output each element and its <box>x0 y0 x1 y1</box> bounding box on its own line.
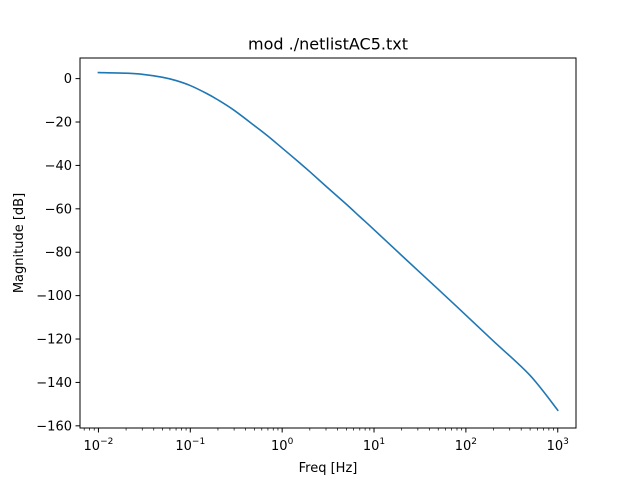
x-tick-label-base: 10 <box>455 439 472 454</box>
x-tick-label-exponent: 3 <box>563 437 569 447</box>
y-axis-ticks: 0 −20 −40 −60 −80 −100 −120 −140 −160 <box>36 72 80 434</box>
x-tick-label: 102 <box>455 437 477 454</box>
x-tick-label: 100 <box>271 437 294 454</box>
chart-title: mod ./netlistAC5.txt <box>248 35 408 54</box>
x-tick-label-base: 10 <box>84 439 101 454</box>
x-tick-label-exponent: 2 <box>471 437 477 447</box>
y-tick-label: 0 <box>64 72 72 87</box>
x-tick-label-exponent: −1 <box>192 437 205 447</box>
x-tick-label-base: 10 <box>271 439 288 454</box>
x-tick-label: 10−2 <box>84 437 114 454</box>
y-tick-label: −140 <box>36 376 72 391</box>
x-tick-label-exponent: 1 <box>379 437 385 447</box>
y-tick-label: −80 <box>45 246 72 261</box>
y-tick-label: −160 <box>36 419 72 434</box>
y-tick-label: −120 <box>36 333 72 348</box>
x-tick-label-exponent: 0 <box>288 437 294 447</box>
x-tick-label-base: 10 <box>175 439 192 454</box>
x-axis-ticks: 10−2 10−1 100 101 102 103 <box>84 428 569 454</box>
x-tick-label: 10−1 <box>175 437 205 454</box>
plot-frame <box>79 57 577 429</box>
x-axis-label: Freq [Hz] <box>299 461 358 476</box>
x-tick-label-exponent: −2 <box>100 437 113 447</box>
y-tick-label: −100 <box>36 289 72 304</box>
magnitude-series-line <box>97 71 559 412</box>
x-tick-label: 101 <box>363 437 385 454</box>
y-tick-label: −40 <box>45 159 72 174</box>
x-tick-label: 103 <box>547 437 569 454</box>
y-tick-label: −60 <box>45 202 72 217</box>
x-tick-label-base: 10 <box>547 439 564 454</box>
y-tick-label: −20 <box>45 116 72 131</box>
y-axis-label: Magnitude [dB] <box>12 193 27 293</box>
series-layer <box>97 71 559 412</box>
x-tick-label-base: 10 <box>363 439 380 454</box>
